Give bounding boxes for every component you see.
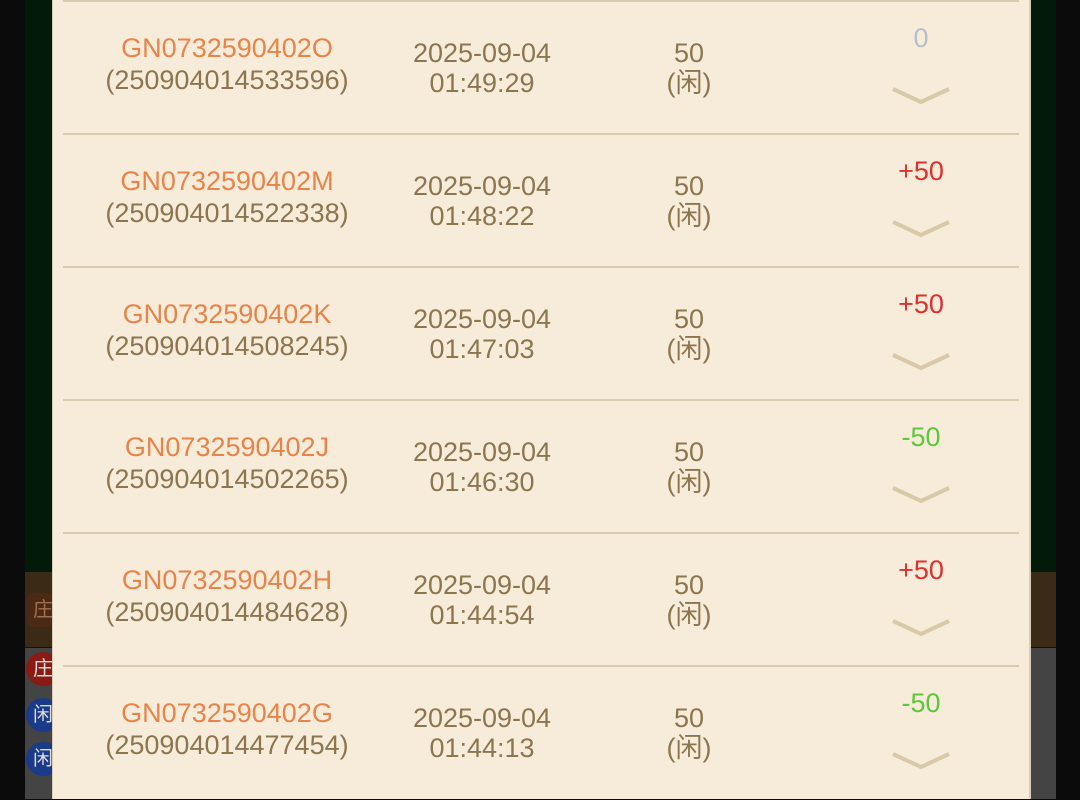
record-time: 01:47:03 (429, 334, 535, 364)
record-amount: 50 (673, 38, 705, 68)
record-result: +50 (898, 156, 944, 186)
record-code: GN0732590402M (120, 166, 334, 196)
record-result: 0 (913, 23, 929, 53)
record-side: (闲) (666, 334, 712, 364)
record-time: 01:46:30 (429, 467, 535, 497)
record-serial: (250904014508245) (105, 331, 349, 361)
chevron-down-icon[interactable] (891, 616, 951, 640)
record-serial: (250904014533596) (105, 65, 349, 95)
chevron-down-icon[interactable] (891, 483, 951, 507)
record-serial: (250904014522338) (105, 198, 349, 228)
record-amount: 50 (673, 171, 705, 201)
record-serial: (250904014484628) (105, 597, 349, 627)
record-bet: 50 (闲) (629, 38, 749, 98)
record-date: 2025-09-04 (412, 171, 552, 201)
record-amount: 50 (673, 437, 705, 467)
record-id: GN0732590402K (250904014508245) (63, 298, 391, 362)
record-amount: 50 (673, 304, 705, 334)
record-row[interactable]: GN0732590402G (250904014477454) 2025-09-… (63, 665, 1019, 800)
record-result: -50 (901, 688, 941, 718)
record-bet: 50 (闲) (629, 570, 749, 630)
record-result: +50 (898, 289, 944, 319)
record-side: (闲) (666, 68, 712, 98)
record-result: -50 (901, 422, 941, 452)
record-bet: 50 (闲) (629, 171, 749, 231)
record-row[interactable]: GN0732590402J (250904014502265) 2025-09-… (63, 399, 1019, 534)
record-bet: 50 (闲) (629, 437, 749, 497)
record-datetime: 2025-09-04 01:49:29 (381, 38, 583, 98)
record-bet: 50 (闲) (629, 703, 749, 763)
chevron-down-icon[interactable] (891, 749, 951, 773)
background-roadmap-right (1030, 648, 1056, 799)
record-date: 2025-09-04 (412, 437, 552, 467)
record-time: 01:49:29 (429, 68, 535, 98)
record-datetime: 2025-09-04 01:48:22 (381, 171, 583, 231)
record-row[interactable]: GN0732590402K (250904014508245) 2025-09-… (63, 266, 1019, 401)
record-result: +50 (898, 555, 944, 585)
record-bet: 50 (闲) (629, 304, 749, 364)
record-side: (闲) (666, 733, 712, 763)
record-id: GN0732590402O (250904014533596) (63, 32, 391, 96)
record-amount: 50 (673, 570, 705, 600)
record-amount: 50 (673, 703, 705, 733)
record-time: 01:44:54 (429, 600, 535, 630)
record-id: GN0732590402G (250904014477454) (63, 697, 391, 761)
record-serial: (250904014502265) (105, 464, 349, 494)
chevron-down-icon[interactable] (891, 84, 951, 108)
record-side: (闲) (666, 467, 712, 497)
record-code: GN0732590402G (121, 698, 333, 728)
record-row[interactable]: GN0732590402M (250904014522338) 2025-09-… (63, 133, 1019, 268)
record-side: (闲) (666, 201, 712, 231)
record-datetime: 2025-09-04 01:44:54 (381, 570, 583, 630)
record-serial: (250904014477454) (105, 730, 349, 760)
record-time: 01:48:22 (429, 201, 535, 231)
record-side: (闲) (666, 600, 712, 630)
record-row[interactable]: GN0732590402O (250904014533596) 2025-09-… (63, 0, 1019, 135)
record-date: 2025-09-04 (412, 703, 552, 733)
record-datetime: 2025-09-04 01:46:30 (381, 437, 583, 497)
record-datetime: 2025-09-04 01:47:03 (381, 304, 583, 364)
record-date: 2025-09-04 (412, 570, 552, 600)
record-id: GN0732590402J (250904014502265) (63, 431, 391, 495)
record-row[interactable]: GN0732590402H (250904014484628) 2025-09-… (63, 532, 1019, 667)
record-time: 01:44:13 (429, 733, 535, 763)
background-bar-right (1030, 572, 1056, 647)
record-code: GN0732590402H (121, 565, 333, 595)
record-id: GN0732590402H (250904014484628) (63, 564, 391, 628)
chevron-down-icon[interactable] (891, 217, 951, 241)
record-date: 2025-09-04 (412, 304, 552, 334)
record-code: GN0732590402K (122, 299, 332, 329)
record-code: GN0732590402O (121, 33, 333, 63)
record-datetime: 2025-09-04 01:44:13 (381, 703, 583, 763)
record-id: GN0732590402M (250904014522338) (63, 165, 391, 229)
record-code: GN0732590402J (124, 432, 330, 462)
record-date: 2025-09-04 (412, 38, 552, 68)
chevron-down-icon[interactable] (891, 350, 951, 374)
bet-records-panel: GN0732590402O (250904014533596) 2025-09-… (52, 0, 1031, 799)
